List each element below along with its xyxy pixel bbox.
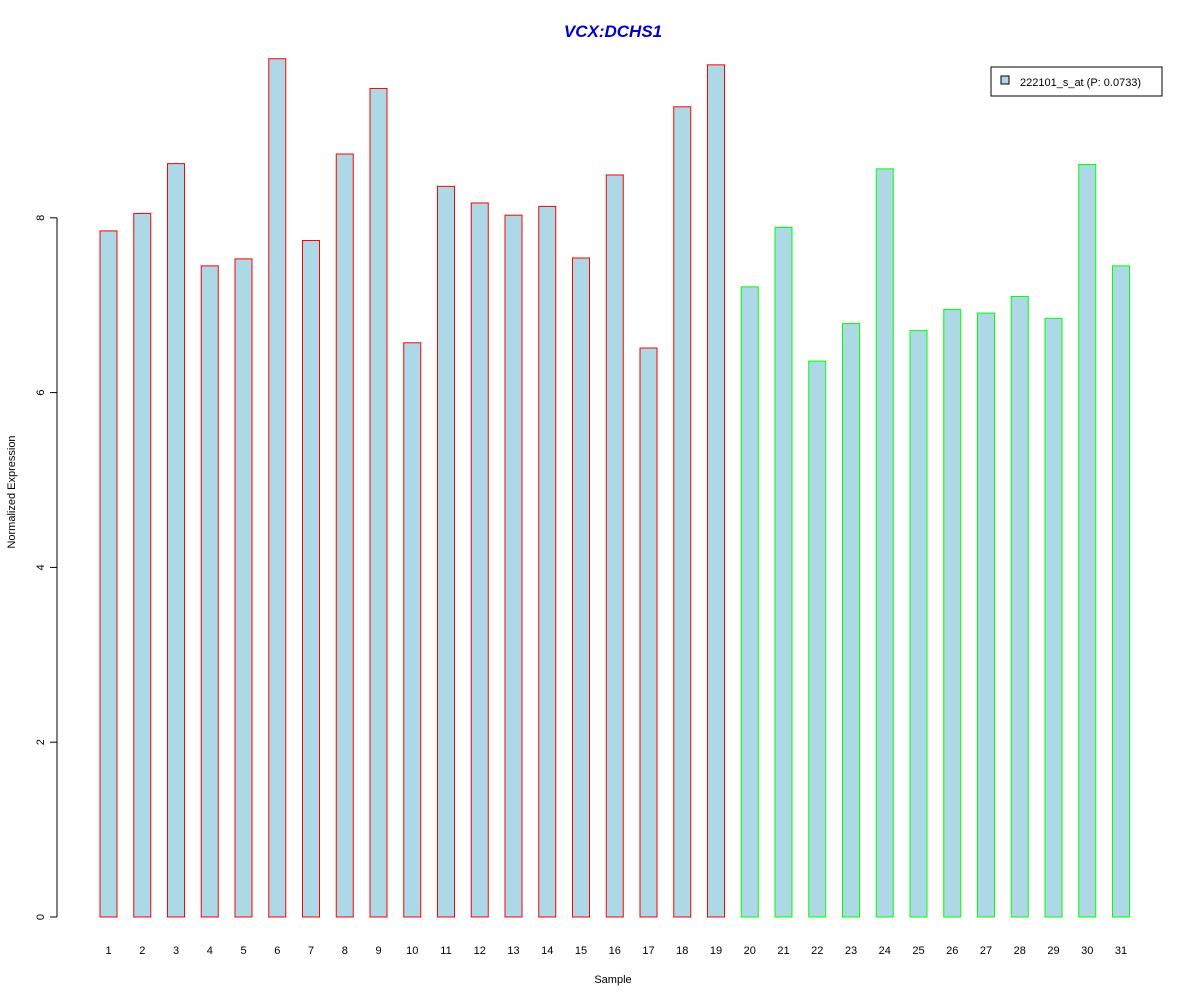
y-tick-label: 0 [35,914,47,920]
bar-sample-30 [1078,163,1097,918]
bar-sample-23 [842,323,860,918]
x-tick-label: 19 [710,945,722,957]
bar-sample-29 [1044,317,1063,918]
x-tick-label: 29 [1047,945,1059,957]
x-tick-label: 3 [173,945,179,957]
bar-sample-11 [437,185,455,918]
x-tick-label: 17 [642,945,654,957]
x-tick-label: 13 [507,945,519,957]
x-tick-label: 18 [676,945,688,957]
x-tick-label: 5 [240,945,246,957]
x-tick-label: 23 [845,945,857,957]
x-tick-label: 10 [406,945,418,957]
x-tick-label: 30 [1081,945,1093,957]
bar-sample-3 [167,163,185,918]
bar-sample-24 [875,168,894,918]
x-tick-label: 24 [879,945,891,957]
x-tick-label: 4 [207,945,213,957]
x-tick-label: 31 [1115,945,1127,957]
x-tick-label: 14 [541,945,553,957]
bar-sample-6 [268,58,287,918]
x-tick-label: 6 [274,945,280,957]
x-tick-label: 27 [980,945,992,957]
bar-sample-9 [369,87,388,918]
bar-sample-19 [707,64,725,918]
y-tick-label: 6 [35,390,47,396]
x-tick-label: 20 [744,945,756,957]
x-tick-label: 16 [609,945,621,957]
bar-sample-18 [673,106,692,918]
x-tick-label: 22 [811,945,823,957]
x-axis-label: Sample [594,974,631,986]
bar-sample-13 [504,214,523,918]
bar-sample-15 [572,257,590,918]
y-tick-label: 2 [35,739,47,745]
x-tick-labels: 1 2 3 4 5 6 7 8 9 10 11 12 13 14 15 16 17 18 19 20 21 22 23 24 2… [105,945,1127,957]
bar-sample-2 [133,212,152,918]
bar-sample-14 [538,205,557,918]
y-tick-label: 4 [35,564,47,570]
x-tick-label: 21 [777,945,789,957]
legend-box [990,66,1163,97]
bar-sample-17 [639,347,658,918]
bar-sample-26 [943,309,962,918]
bar-sample-4 [200,265,219,918]
bar-sample-12 [470,202,489,918]
x-tick-label: 12 [474,945,486,957]
x-tick-label: 7 [308,945,314,957]
x-tick-label: 28 [1014,945,1026,957]
bar-sample-8 [335,153,354,918]
bar-sample-10 [403,342,422,918]
bar-sample-16 [605,174,624,918]
bar-sample-7 [302,240,320,918]
y-axis-label: Normalized Expression [6,435,18,548]
x-tick-label: 25 [912,945,924,957]
bar-sample-21 [774,226,793,918]
x-tick-label: 15 [575,945,587,957]
x-tick-label: 1 [105,945,111,957]
x-tick-label: 26 [946,945,958,957]
bar-sample-25 [909,330,928,918]
chart-title: VCX:DCHS1 [564,22,662,41]
x-tick-label: 9 [375,945,381,957]
bar-sample-20 [740,286,759,918]
y-tick-label: 8 [35,215,47,221]
legend-swatch [1000,75,1010,85]
legend: 222101_s_at (P: 0.0733) [990,66,1163,97]
bar-sample-1 [99,230,118,918]
bar-sample-31 [1112,265,1130,918]
y-axis: 0 2 4 6 8 [35,215,58,920]
bar-sample-5 [234,258,253,918]
bar-sample-28 [1010,295,1029,918]
bars [99,58,1130,918]
legend-label: 222101_s_at (P: 0.0733) [1020,77,1141,89]
bar-sample-22 [808,360,827,918]
x-tick-label: 2 [139,945,145,957]
x-tick-label: 8 [342,945,348,957]
bar-sample-27 [977,312,995,918]
x-tick-label: 11 [440,945,451,957]
